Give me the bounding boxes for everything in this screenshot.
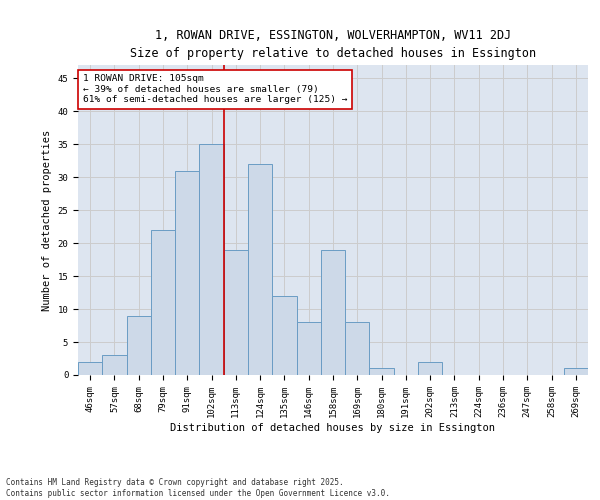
Bar xyxy=(564,368,588,375)
X-axis label: Distribution of detached houses by size in Essington: Distribution of detached houses by size … xyxy=(170,422,496,432)
Bar xyxy=(248,164,272,375)
Bar xyxy=(296,322,321,375)
Text: 1 ROWAN DRIVE: 105sqm
← 39% of detached houses are smaller (79)
61% of semi-deta: 1 ROWAN DRIVE: 105sqm ← 39% of detached … xyxy=(83,74,347,104)
Bar xyxy=(418,362,442,375)
Bar xyxy=(224,250,248,375)
Bar xyxy=(321,250,345,375)
Bar xyxy=(127,316,151,375)
Bar xyxy=(78,362,102,375)
Bar xyxy=(272,296,296,375)
Title: 1, ROWAN DRIVE, ESSINGTON, WOLVERHAMPTON, WV11 2DJ
Size of property relative to : 1, ROWAN DRIVE, ESSINGTON, WOLVERHAMPTON… xyxy=(130,28,536,60)
Bar xyxy=(199,144,224,375)
Bar xyxy=(102,355,127,375)
Bar xyxy=(175,170,199,375)
Bar xyxy=(370,368,394,375)
Bar xyxy=(345,322,370,375)
Text: Contains HM Land Registry data © Crown copyright and database right 2025.
Contai: Contains HM Land Registry data © Crown c… xyxy=(6,478,390,498)
Y-axis label: Number of detached properties: Number of detached properties xyxy=(42,130,52,310)
Bar xyxy=(151,230,175,375)
